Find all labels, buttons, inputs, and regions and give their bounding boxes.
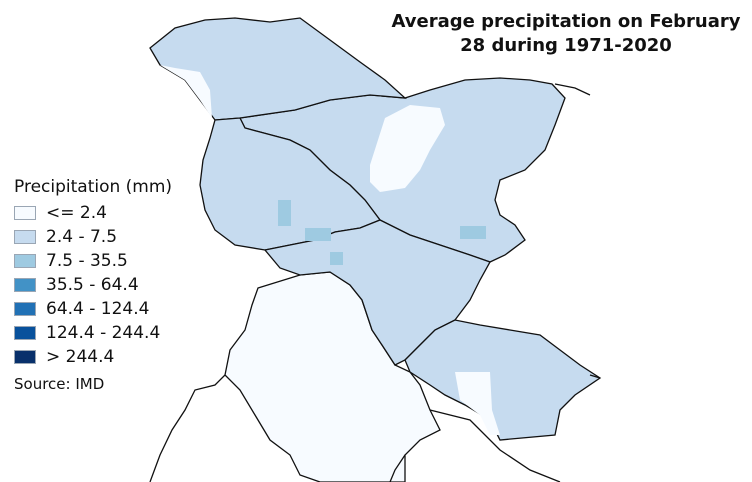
legend-swatch	[14, 230, 36, 244]
legend-item: 2.4 - 7.5	[14, 225, 172, 249]
map-title-line2: 28 during 1971-2020	[460, 35, 672, 56]
map-title: Average precipitation on February 28 dur…	[380, 10, 752, 58]
legend-item: <= 2.4	[14, 201, 172, 225]
low-precipitation-cells	[160, 65, 500, 435]
legend-label: 124.4 - 244.4	[46, 323, 161, 343]
source-note: Source: IMD	[14, 375, 105, 393]
legend-label: 7.5 - 35.5	[46, 251, 128, 271]
map-title-line1: Average precipitation on February	[391, 11, 741, 32]
legend-item: > 244.4	[14, 345, 172, 369]
legend-label: > 244.4	[46, 347, 115, 367]
legend-title: Precipitation (mm)	[14, 177, 173, 197]
legend-item: 7.5 - 35.5	[14, 249, 172, 273]
legend-item: 124.4 - 244.4	[14, 321, 172, 345]
legend-item: 64.4 - 124.4	[14, 297, 172, 321]
legend-item: 35.5 - 64.4	[14, 273, 172, 297]
boundary-lines	[149, 83, 601, 482]
legend-swatch	[14, 350, 36, 364]
legend-label: 35.5 - 64.4	[46, 275, 139, 295]
legend: Precipitation (mm) <= 2.4 2.4 - 7.5 7.5 …	[14, 176, 172, 393]
legend-swatch	[14, 326, 36, 340]
legend-swatch	[14, 302, 36, 316]
legend-label: 64.4 - 124.4	[46, 299, 150, 319]
region-southeast	[404, 319, 602, 441]
legend-swatch	[14, 278, 36, 292]
moderate-precipitation-cells	[278, 200, 486, 265]
legend-swatch	[14, 254, 36, 268]
legend-label: 2.4 - 7.5	[46, 227, 118, 247]
legend-label: <= 2.4	[46, 203, 107, 223]
legend-swatch	[14, 206, 36, 220]
